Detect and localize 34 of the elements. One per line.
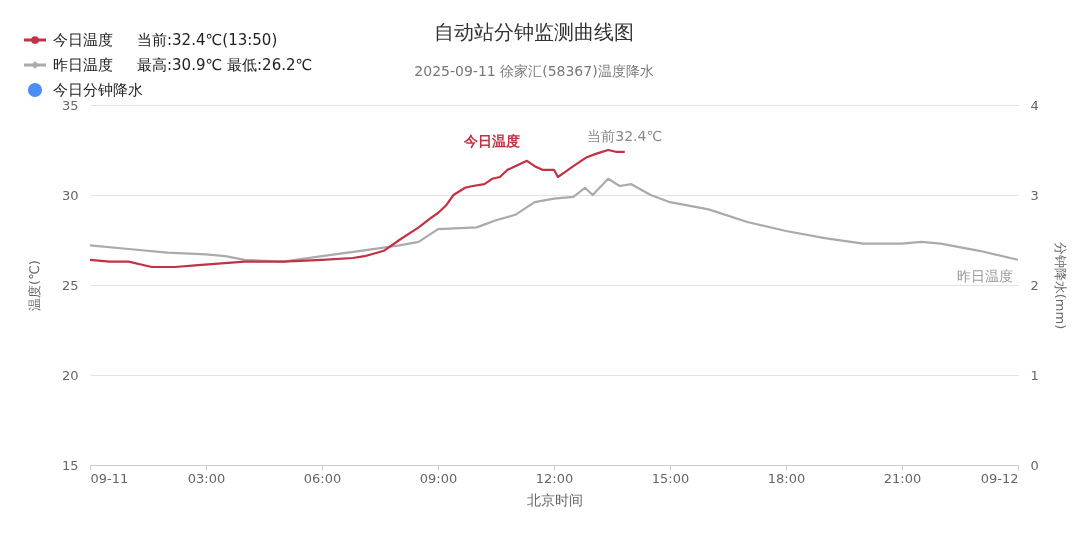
text: 今日温度 [463,132,520,149]
x-tick-label: 09-12 [980,470,1019,486]
x-tick-label: 18:00 [767,470,806,486]
annotation: 当前32.4℃ [587,127,663,144]
x-tick-label: 09-11 [90,470,129,486]
x-tick-label: 21:00 [883,470,922,486]
legend-label: 今日分钟降水 [53,81,143,99]
line-series [88,148,626,269]
x-tick-label: 12:00 [535,470,574,486]
text: 最高:30.9℃ 最低:26.2℃ [137,56,313,74]
chart-title: 自动站分钟监测曲线图 [434,20,634,44]
y2-tick-label: 2 [1030,277,1039,293]
text: 昨日温度 [957,267,1013,284]
x-tick-label: 15:00 [651,470,690,486]
x-tick-label: 03:00 [187,470,226,486]
line-series [88,177,1020,263]
y-tick-label: 25 [61,277,79,293]
chart-subtitle: 2025-09-11 徐家汇(58367)温度降水 [414,63,654,79]
text: 当前:32.4℃(13:50) [137,31,278,49]
y2-tick-label: 4 [1030,97,1039,113]
x-axis-title: 北京时间 [526,491,583,508]
y-tick-label: 35 [61,97,79,113]
x-tick-label: 09:00 [419,470,458,486]
y-tick-label: 15 [61,457,79,473]
legend-label: 昨日温度 [53,56,113,74]
y2-tick-label: 0 [1030,457,1039,473]
y-axis-title: 温度(℃) [26,260,42,311]
y2-tick-label: 1 [1030,367,1039,383]
y-tick-label: 20 [61,367,79,383]
x-tick-label: 06:00 [303,470,342,486]
y2-axis-title: 分钟降水(mm) [1052,241,1068,330]
y2-tick-label: 3 [1030,187,1039,203]
legend-label: 今日温度 [53,31,113,49]
y-tick-label: 30 [61,187,79,203]
